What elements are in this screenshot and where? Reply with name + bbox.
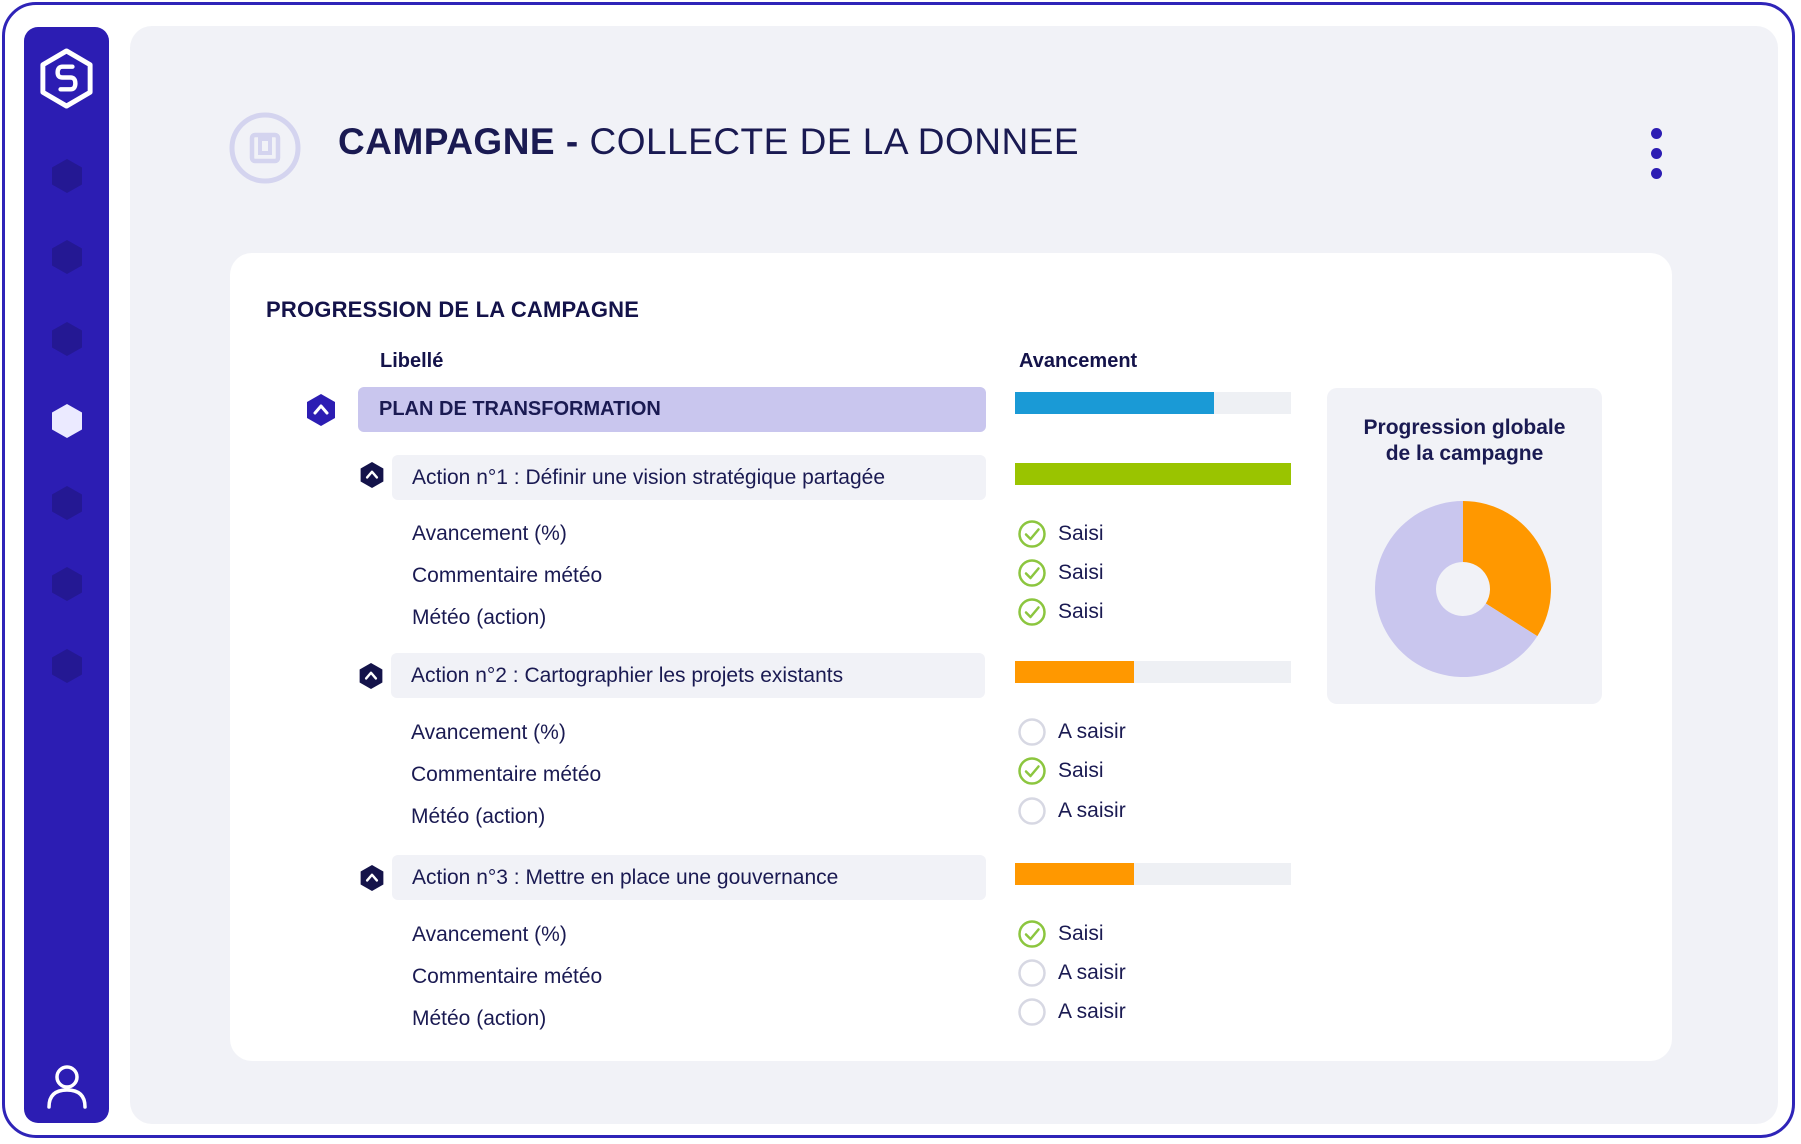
action-label: Action n°2 : Cartographier les projets e…	[411, 664, 844, 687]
global-progress-donut	[1375, 501, 1551, 677]
item-label: Avancement (%)	[412, 923, 567, 946]
empty-circle-icon	[1018, 797, 1046, 825]
empty-circle-icon	[1018, 959, 1046, 987]
hexagon-icon[interactable]	[50, 158, 84, 194]
item-label: Commentaire météo	[411, 763, 602, 786]
action-row[interactable]: Action n°3 : Mettre en place une gouvern…	[392, 855, 986, 900]
action-label: Action n°3 : Mettre en place une gouvern…	[412, 866, 839, 889]
plan-label: PLAN DE TRANSFORMATION	[379, 398, 661, 420]
plan-row[interactable]: PLAN DE TRANSFORMATION	[358, 387, 986, 432]
status-item: Saisi	[1017, 919, 1104, 949]
logo-hexagon-icon[interactable]	[35, 47, 98, 110]
global-progress-title-line1: Progression globale	[1363, 416, 1566, 439]
item-label: Avancement (%)	[411, 721, 566, 744]
action-progress-bar	[1015, 463, 1291, 485]
status-item: Saisi	[1017, 597, 1104, 627]
check-circle-icon	[1018, 757, 1046, 785]
status-text: Saisi	[1058, 522, 1104, 545]
status-item: A saisir	[1017, 717, 1126, 747]
global-progress-title: Progression globale de la campagne	[1327, 415, 1602, 467]
item-label: Commentaire météo	[412, 564, 603, 587]
hexagon-icon[interactable]	[50, 321, 84, 357]
item-label: Météo (action)	[411, 805, 546, 828]
chevron-up-hexagon-icon[interactable]	[359, 864, 385, 892]
hexagon-icon[interactable]	[50, 648, 84, 684]
action-progress-fill	[1015, 463, 1291, 485]
status-item: Saisi	[1017, 558, 1104, 588]
user-icon[interactable]	[45, 1063, 89, 1109]
action-row[interactable]: Action n°2 : Cartographier les projets e…	[391, 653, 985, 698]
empty-circle-icon	[1018, 718, 1046, 746]
global-progress-title-line2: de la campagne	[1385, 442, 1544, 465]
action-row[interactable]: Action n°1 : Définir une vision stratégi…	[392, 455, 986, 500]
empty-circle-icon	[1018, 998, 1046, 1026]
status-item: Saisi	[1017, 756, 1104, 786]
status-text: Saisi	[1058, 922, 1104, 945]
hexagon-icon[interactable]	[50, 403, 84, 439]
page-title-rest: COLLECTE DE LA DONNEE	[589, 121, 1080, 162]
hexagon-icon[interactable]	[50, 566, 84, 602]
status-item: Saisi	[1017, 519, 1104, 549]
page-title: CAMPAGNE - COLLECTE DE LA DONNEE	[338, 121, 1079, 163]
pie-slice-main	[1375, 501, 1538, 677]
column-header-progress: Avancement	[1019, 350, 1138, 372]
plan-progress-fill	[1015, 392, 1214, 414]
pie-slice-accent	[1463, 501, 1551, 637]
action-progress-bar	[1015, 661, 1291, 683]
status-item: A saisir	[1017, 958, 1126, 988]
check-circle-icon	[1018, 520, 1046, 548]
status-text: A saisir	[1058, 1000, 1126, 1023]
hexagon-icon[interactable]	[50, 239, 84, 275]
kebab-menu-icon[interactable]	[1645, 128, 1667, 188]
action-progress-fill	[1015, 863, 1134, 885]
status-item: A saisir	[1017, 997, 1126, 1027]
chevron-up-hexagon-icon[interactable]	[305, 393, 337, 427]
status-item: A saisir	[1017, 796, 1126, 826]
status-text: A saisir	[1058, 961, 1126, 984]
column-header-label: Libellé	[380, 350, 444, 372]
action-progress-fill	[1015, 661, 1134, 683]
action-progress-bar	[1015, 863, 1291, 885]
page-title-bold: CAMPAGNE -	[338, 121, 579, 162]
item-label: Météo (action)	[412, 1007, 547, 1030]
item-label: Avancement (%)	[412, 522, 567, 545]
plan-progress-bar	[1015, 392, 1291, 414]
check-circle-icon	[1018, 920, 1046, 948]
sidebar	[24, 27, 109, 1123]
status-text: A saisir	[1058, 799, 1126, 822]
check-circle-icon	[1018, 598, 1046, 626]
chevron-up-hexagon-icon[interactable]	[359, 461, 385, 489]
action-label: Action n°1 : Définir une vision stratégi…	[412, 466, 886, 489]
check-circle-icon	[1018, 559, 1046, 587]
status-text: A saisir	[1058, 720, 1126, 743]
status-text: Saisi	[1058, 561, 1104, 584]
status-text: Saisi	[1058, 759, 1104, 782]
item-label: Commentaire météo	[412, 965, 603, 988]
section-title: PROGRESSION DE LA CAMPAGNE	[266, 297, 640, 322]
chevron-up-hexagon-icon[interactable]	[358, 662, 384, 690]
status-text: Saisi	[1058, 600, 1104, 623]
item-label: Météo (action)	[412, 606, 547, 629]
campaign-icon	[229, 112, 301, 184]
hexagon-icon[interactable]	[50, 485, 84, 521]
